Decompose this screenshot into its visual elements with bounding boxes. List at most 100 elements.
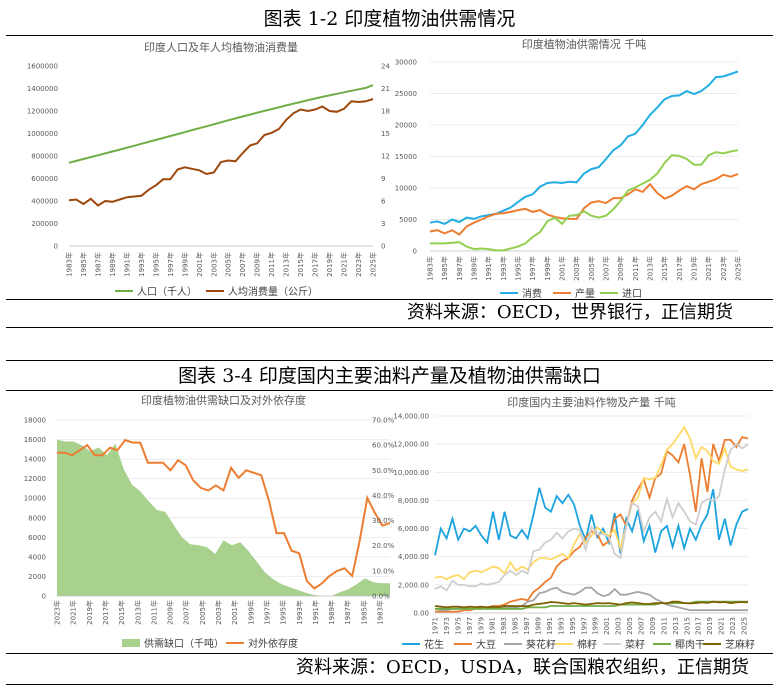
x-tick-12: 1995	[569, 617, 577, 635]
legend-per-capita: 人均消费量（公斤）	[206, 285, 318, 298]
x-tick-1: 1985年	[79, 252, 88, 277]
chart-oilseed-production: 印度国内主要油料作物及产量 千吨 0.00 2,000.00 4,000.00 6,00…	[393, 395, 755, 651]
legend-oilseed-6-label: 芝麻籽	[725, 638, 755, 651]
x-tick-18: 1987年	[343, 600, 352, 625]
x-tick-26: 2023	[729, 617, 737, 635]
y-tick-3: 15000	[395, 153, 417, 161]
y-tick-2: 4,000.00	[398, 553, 429, 561]
x-tick-6: 2011年	[149, 600, 158, 625]
y-right-tick-1: 10.0%	[372, 567, 395, 575]
x-tick-13: 1997	[580, 617, 588, 635]
legend-supply-gap-swatch	[122, 639, 140, 647]
series-line-1	[429, 173, 739, 236]
x-tick-19: 1985年	[359, 600, 368, 625]
x-tick-6: 1995年	[514, 256, 523, 281]
x-tick-20: 2011	[660, 617, 668, 635]
x-tick-2: 1975	[454, 617, 462, 635]
x-tick-2: 1987年	[93, 252, 102, 277]
x-tick-10: 2003年	[214, 600, 223, 625]
x-tick-15: 2001	[603, 617, 611, 635]
figure-1-top-rule	[6, 35, 773, 36]
legend-imports-label: 进口	[622, 288, 642, 300]
series-line-4	[434, 442, 749, 592]
x-tick-3: 1977	[466, 617, 474, 635]
chart-vegetable-oil-supply-demand: 印度植物油供需情况 千吨 0 5000 10000 15000 20000 25000 300…	[395, 37, 743, 300]
legend-dependency-label: 对外依存度	[248, 637, 298, 650]
x-tick-14: 1999	[592, 617, 600, 635]
legend-oilseed-4: 菜籽	[603, 639, 645, 651]
x-tick-17: 2017年	[675, 256, 684, 281]
x-tick-6: 1995年	[151, 252, 160, 277]
y-tick-1: 5000	[399, 216, 417, 224]
x-tick-12: 1999年	[246, 600, 255, 625]
x-tick-4: 2015年	[117, 600, 126, 625]
y-right-tick-3: 30.0%	[372, 517, 395, 525]
series-line-0	[429, 70, 739, 225]
legend-oilseed-6: 芝麻籽	[703, 638, 755, 651]
legend-oilseed-5: 椰肉干	[653, 638, 705, 651]
x-tick-20: 2023年	[719, 256, 728, 281]
x-tick-22: 2015	[683, 617, 691, 635]
y-right-tick-6: 60.0%	[372, 442, 395, 450]
x-tick-19: 2021年	[340, 252, 349, 277]
legend-oilseed-1: 大豆	[454, 638, 496, 651]
y-tick-3: 6,000.00	[398, 525, 429, 533]
series-line-0	[68, 84, 374, 164]
x-tick-13: 1997年	[262, 600, 271, 625]
series-line-5	[435, 600, 748, 610]
x-tick-11: 2005年	[587, 256, 596, 281]
x-tick-27: 2025	[741, 617, 749, 635]
legend-oilseed-2: 葵花籽	[504, 638, 556, 651]
y-left-tick-5: 10000	[24, 495, 46, 503]
series-line-3	[434, 425, 749, 581]
x-tick-4: 1991年	[122, 252, 131, 277]
y-left-tick-8: 16000	[24, 436, 46, 444]
x-tick-21: 2025年	[734, 256, 743, 281]
x-tick-6: 1983	[500, 617, 508, 635]
x-tick-5: 1981	[489, 617, 497, 635]
y-left-tick-1: 200000	[31, 220, 58, 228]
legend-oilseed-1-label: 大豆	[476, 638, 496, 651]
y-tick-0: 0	[413, 248, 417, 256]
x-tick-15: 2013年	[646, 256, 655, 281]
x-tick-1: 2021年	[69, 600, 78, 625]
figure-1-title: 图表 1-2 印度植物油供需情况	[263, 8, 516, 30]
x-tick-23: 2017	[695, 617, 703, 635]
legend-production-label: 产量	[575, 287, 595, 300]
figure-2-end-rule	[6, 684, 773, 685]
chart-supply-gap-dependency: 印度植物油供需缺口及对外依存度 0 2000 4000 6000 8000 10000 120…	[24, 393, 395, 650]
x-tick-21: 2013	[672, 617, 680, 635]
x-tick-3: 1989年	[470, 256, 479, 281]
x-tick-15: 1993年	[295, 600, 304, 625]
y-tick-5: 10,000.00	[393, 469, 429, 477]
x-tick-12: 2007年	[602, 256, 611, 281]
x-tick-9: 2001年	[195, 252, 204, 277]
y-tick-5: 25000	[395, 90, 417, 98]
x-tick-18: 2019年	[325, 252, 334, 277]
chart-title: 印度人口及年人均植物油消费量	[144, 40, 298, 54]
legend-oilseed-0-label: 花生	[424, 638, 444, 651]
y-left-tick-9: 18000	[24, 417, 46, 425]
chart-title: 印度国内主要油料作物及产量 千吨	[507, 395, 676, 409]
figure-2-bottom-rule	[6, 653, 773, 654]
x-tick-14: 2011年	[631, 256, 640, 281]
x-tick-7: 1997年	[528, 256, 537, 281]
y-right-tick-6: 18	[381, 108, 390, 116]
x-tick-2: 2019年	[85, 600, 94, 625]
x-tick-24: 2019	[706, 617, 714, 635]
legend-oilseed-5-label: 椰肉干	[675, 638, 705, 651]
x-tick-18: 2007	[638, 617, 646, 635]
legend-population: 人口（千人）	[115, 286, 197, 298]
y-left-tick-4: 800000	[31, 153, 58, 161]
legend-population-label: 人口（千人）	[137, 286, 197, 298]
x-tick-11: 1993	[557, 617, 565, 635]
x-tick-1: 1973	[443, 617, 451, 635]
x-tick-5: 1993年	[499, 256, 508, 281]
y-left-tick-6: 1200000	[27, 108, 58, 116]
x-tick-16: 2003	[615, 617, 623, 635]
legend-oilseed-3: 棉籽	[555, 638, 597, 651]
legend-per-capita-label: 人均消费量（公斤）	[228, 285, 318, 298]
y-right-tick-2: 6	[381, 198, 386, 206]
y-left-tick-0: 0	[54, 243, 58, 251]
